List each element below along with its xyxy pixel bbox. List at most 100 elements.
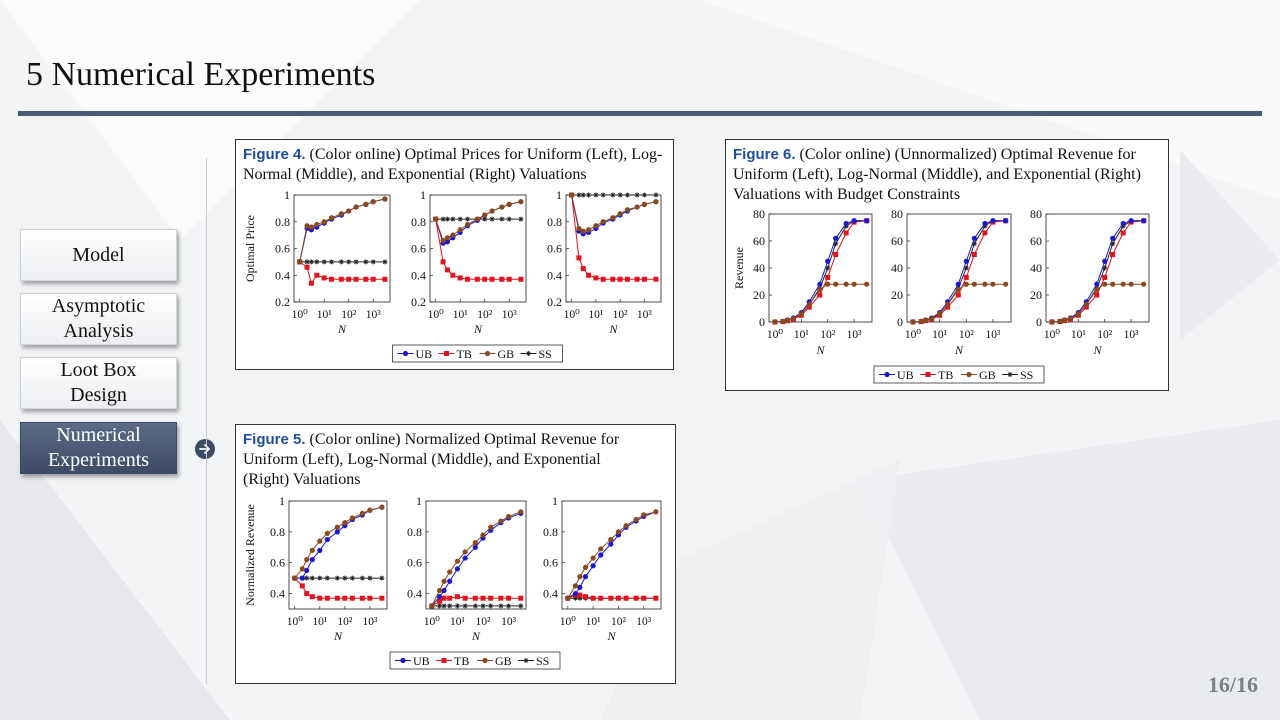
y-tick-label: 0.6 [275, 242, 290, 256]
y-tick-label: 0.4 [270, 587, 285, 601]
data-point-TB [309, 594, 315, 600]
data-point-GB [353, 204, 359, 210]
y-tick-label: 80 [1030, 207, 1042, 221]
plot-frame [425, 500, 527, 610]
data-point-GB [441, 578, 447, 584]
data-point-SS [317, 575, 323, 581]
data-point-SS [480, 603, 486, 609]
data-point-GB [798, 311, 804, 317]
x-axis-label: N [337, 322, 347, 336]
data-point-TB [299, 583, 305, 589]
data-point-GB [480, 532, 486, 538]
data-point-SS [457, 216, 463, 222]
data-point-GB [328, 215, 335, 221]
data-point-TB [971, 252, 977, 257]
data-point-GB [309, 547, 315, 553]
y-tick-label: 0.8 [270, 525, 285, 539]
y-tick-label: 80 [891, 207, 903, 221]
nav-item-loot-box-design[interactable]: Loot Box Design [20, 357, 177, 409]
series-line-TB [774, 220, 867, 323]
y-axis-label: Revenue [732, 247, 746, 289]
data-point-UB [971, 235, 977, 241]
data-point-GB [918, 318, 924, 324]
series-GB [910, 281, 1009, 325]
x-tick-label: 10² [820, 329, 836, 341]
y-tick-label: 0.2 [411, 295, 426, 309]
data-point-GB [518, 199, 524, 205]
series-SS [772, 218, 870, 325]
data-point-SS [454, 603, 460, 609]
y-tick-label: 0.6 [407, 556, 422, 570]
data-point-SS [465, 216, 471, 222]
data-point-GB [1057, 318, 1063, 324]
data-point-UB [1128, 218, 1134, 224]
series-SS [910, 218, 1009, 325]
y-tick-label: 40 [753, 261, 765, 275]
data-point-SS [971, 241, 977, 247]
x-axis-label: N [815, 343, 825, 357]
nav-item-model[interactable]: Model [20, 229, 177, 281]
data-point-SS [586, 192, 592, 198]
data-point-TB [615, 595, 621, 601]
data-point-UB [1003, 218, 1009, 224]
nav-item-numerical-experiments[interactable]: Numerical Experiments [20, 422, 177, 474]
figure-label: Figure 5. [243, 431, 306, 448]
data-point-TB [338, 276, 344, 282]
data-point-TB [610, 276, 616, 282]
data-point-GB [304, 557, 310, 563]
y-axis-label: Normalized Revenue [243, 504, 257, 606]
data-point-UB [317, 547, 323, 553]
data-point-TB [304, 591, 310, 597]
data-point-GB [370, 199, 376, 205]
y-tick-label: 0 [759, 315, 765, 329]
data-point-UB [590, 563, 596, 569]
data-point-SS [367, 575, 373, 581]
data-point-TB [576, 255, 582, 261]
data-point-GB [518, 509, 524, 515]
data-point-SS [447, 603, 453, 609]
data-point-GB [784, 317, 791, 323]
data-point-SS [338, 259, 344, 265]
data-point-UB [436, 594, 443, 600]
data-point-SS [314, 259, 320, 265]
data-point-GB [338, 211, 344, 217]
data-point-TB [346, 276, 352, 282]
data-point-GB [634, 204, 640, 210]
data-point-GB [593, 223, 599, 229]
series-line-UB [1051, 220, 1144, 323]
x-tick-label: 10⁰ [560, 616, 577, 628]
data-point-TB [641, 595, 647, 601]
legend-label-SS: SS [539, 347, 552, 361]
data-point-GB [498, 518, 504, 524]
series-TB [565, 592, 659, 601]
chart-panel: 0.2 0.4 0.6 0.8 1 10⁰ 10¹ 10² 10³ N [547, 188, 662, 336]
data-point-GB [499, 204, 505, 210]
data-point-TB [367, 595, 373, 601]
data-point-GB [489, 208, 495, 214]
data-point-SS [321, 259, 327, 265]
data-point-TB [806, 304, 812, 310]
nav-item-label: Numerical Experiments [47, 424, 150, 471]
data-point-SS [482, 216, 488, 222]
data-point-TB [593, 275, 599, 281]
data-point-TB [586, 272, 592, 278]
data-point-TB [324, 595, 330, 601]
data-point-GB [429, 603, 435, 609]
series-line-TB [912, 220, 1006, 323]
data-point-GB [462, 549, 468, 555]
data-point-TB [577, 592, 583, 598]
data-point-TB [1094, 292, 1100, 298]
data-point-SS [498, 603, 504, 609]
data-point-UB [864, 218, 870, 224]
data-point-SS [825, 265, 831, 271]
data-point-SS [440, 216, 446, 222]
x-tick-label: 10⁰ [905, 329, 922, 341]
data-point-TB [653, 595, 659, 601]
data-point-GB [653, 199, 659, 205]
data-point-GB [565, 595, 571, 601]
data-point-GB [450, 232, 456, 238]
data-point-GB [790, 316, 797, 322]
nav-item-asymptotic-analysis[interactable]: Asymptotic Analysis [20, 293, 177, 345]
data-point-SS [1110, 241, 1116, 247]
data-point-GB [1128, 281, 1134, 287]
